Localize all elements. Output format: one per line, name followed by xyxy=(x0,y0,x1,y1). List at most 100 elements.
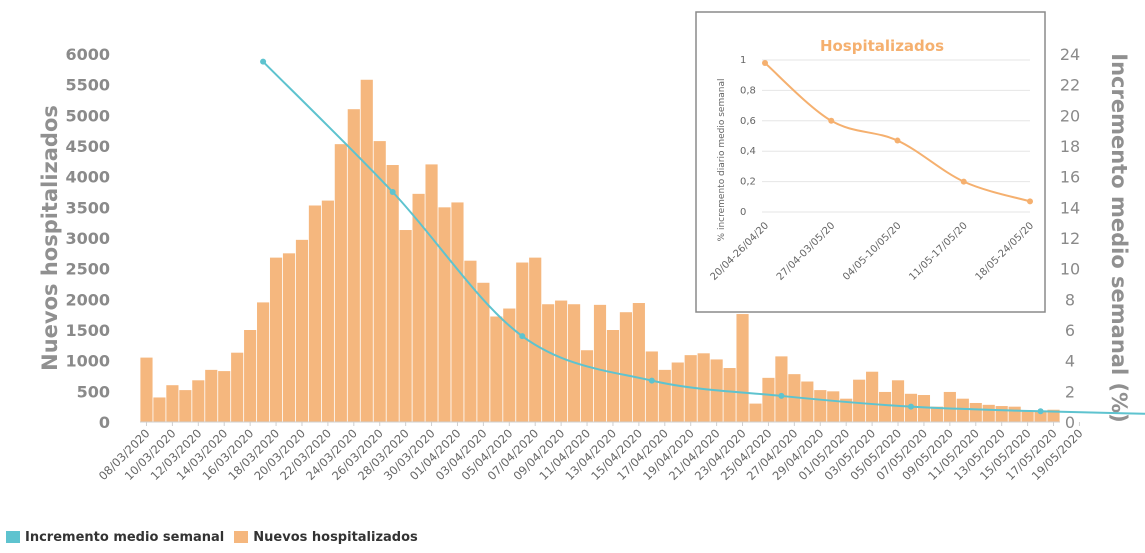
y-tick-left-9: 4500 xyxy=(65,137,110,156)
bar-27 xyxy=(490,316,503,422)
y-tick-right-5: 10 xyxy=(1060,260,1080,279)
bar-12 xyxy=(295,239,309,422)
y-axis-title-left: Nuevos hospitalizados xyxy=(38,105,62,371)
inset-point-3 xyxy=(960,178,967,185)
legend-label-bars: Nuevos hospitalizados xyxy=(253,529,418,545)
y-tick-left-6: 3000 xyxy=(65,229,110,248)
bar-16 xyxy=(347,109,360,422)
inset-ytick-2: 0,4 xyxy=(740,146,756,157)
bar-68 xyxy=(1021,411,1034,422)
bar-1 xyxy=(153,397,166,422)
inset-ytick-3: 0,6 xyxy=(740,116,756,127)
bar-67 xyxy=(1008,406,1021,422)
bar-35 xyxy=(593,304,607,422)
bar-52 xyxy=(814,390,827,422)
y-axis-title-right-text: Incremento medio semanal (%) xyxy=(1107,53,1131,422)
bar-45 xyxy=(723,368,736,422)
legend: Incremento medio semanal Nuevos hospital… xyxy=(6,528,428,546)
bar-14 xyxy=(321,200,334,422)
inset-point-4 xyxy=(1027,198,1033,205)
line-path xyxy=(262,60,1145,415)
y-tick-right-12: 24 xyxy=(1060,45,1080,64)
bar-18 xyxy=(373,141,386,423)
inset-ytick-0: 0 xyxy=(740,207,746,218)
bar-70 xyxy=(1047,409,1060,422)
line-point-1 xyxy=(389,189,396,195)
y-tick-right-2: 4 xyxy=(1065,352,1075,371)
bar-28 xyxy=(503,308,516,422)
bar-53 xyxy=(827,391,840,422)
y-tick-left-0: 0 xyxy=(99,413,110,432)
bar-54 xyxy=(840,398,853,422)
y-tick-right-10: 20 xyxy=(1060,106,1080,125)
bar-19 xyxy=(386,165,399,422)
inset-ytick-1: 0,2 xyxy=(740,177,756,188)
y-axis-title-right: Incremento medio semanal (%) xyxy=(1107,53,1131,422)
bar-39 xyxy=(645,351,658,422)
bar-20 xyxy=(399,230,412,422)
y-tick-left-11: 5500 xyxy=(65,76,110,95)
line-point-2 xyxy=(519,333,526,340)
y-tick-left-12: 6000 xyxy=(65,45,110,64)
y-tick-left-2: 1000 xyxy=(65,352,110,371)
bar-41 xyxy=(671,362,684,422)
bar-0 xyxy=(140,357,153,422)
inset-title: Hospitalizados xyxy=(820,37,944,55)
inset-frame xyxy=(695,11,1046,313)
bar-38 xyxy=(632,303,645,422)
y-tick-left-5: 2500 xyxy=(65,260,110,279)
bar-23 xyxy=(438,207,451,422)
bar-9 xyxy=(257,302,270,422)
bar-63 xyxy=(956,398,969,422)
legend-item-bars: Nuevos hospitalizados xyxy=(234,530,418,545)
bar-62 xyxy=(943,391,956,422)
bar-21 xyxy=(412,193,425,422)
line-point-4 xyxy=(778,392,785,399)
inset-point-0 xyxy=(762,60,768,67)
legend-swatch-line xyxy=(6,531,20,543)
y-tick-right-6: 12 xyxy=(1060,229,1080,248)
y-tick-right-3: 6 xyxy=(1065,321,1075,340)
y-tick-right-11: 22 xyxy=(1060,76,1080,95)
y-tick-left-8: 4000 xyxy=(65,168,110,187)
inset-point-2 xyxy=(894,137,901,144)
y-tick-left-10: 5000 xyxy=(65,106,110,125)
x-axis: 08/03/202010/03/202012/03/202014/03/2020… xyxy=(96,422,1086,483)
y-axis-left: 0 500 1000 1500 2000 2500 3000 3500 4000 4500 5000… xyxy=(65,45,110,432)
bar-31 xyxy=(542,304,555,422)
inset-ytick-5: 1 xyxy=(740,55,746,66)
bar-47 xyxy=(749,403,762,422)
bar-30 xyxy=(529,257,542,422)
bar-61 xyxy=(930,406,943,422)
bar-55 xyxy=(853,379,866,422)
legend-swatch-bars xyxy=(234,531,249,543)
y-tick-right-1: 2 xyxy=(1065,382,1075,401)
line-point-6 xyxy=(1037,408,1044,415)
inset-point-1 xyxy=(828,117,835,124)
legend-item-line: Incremento medio semanal xyxy=(6,530,224,545)
bar-series xyxy=(140,79,1060,423)
bar-2 xyxy=(166,385,179,422)
bar-57 xyxy=(878,391,892,422)
bar-5 xyxy=(205,369,218,422)
y-tick-left-7: 3500 xyxy=(65,198,110,217)
bar-29 xyxy=(516,262,529,422)
bar-34 xyxy=(580,350,594,422)
y-tick-right-0: 0 xyxy=(1065,413,1075,432)
inset-ytick-4: 0,8 xyxy=(740,85,756,96)
bar-22 xyxy=(425,164,438,422)
bar-46 xyxy=(736,314,749,422)
bar-25 xyxy=(464,260,477,422)
bar-60 xyxy=(917,395,931,422)
y-tick-right-7: 14 xyxy=(1060,198,1080,217)
bar-36 xyxy=(606,330,620,422)
bar-26 xyxy=(477,282,490,422)
bar-40 xyxy=(658,369,671,422)
line-series xyxy=(260,58,1145,415)
bar-42 xyxy=(684,355,697,422)
bar-58 xyxy=(891,380,905,422)
bar-69 xyxy=(1034,411,1047,422)
bar-43 xyxy=(697,353,710,422)
